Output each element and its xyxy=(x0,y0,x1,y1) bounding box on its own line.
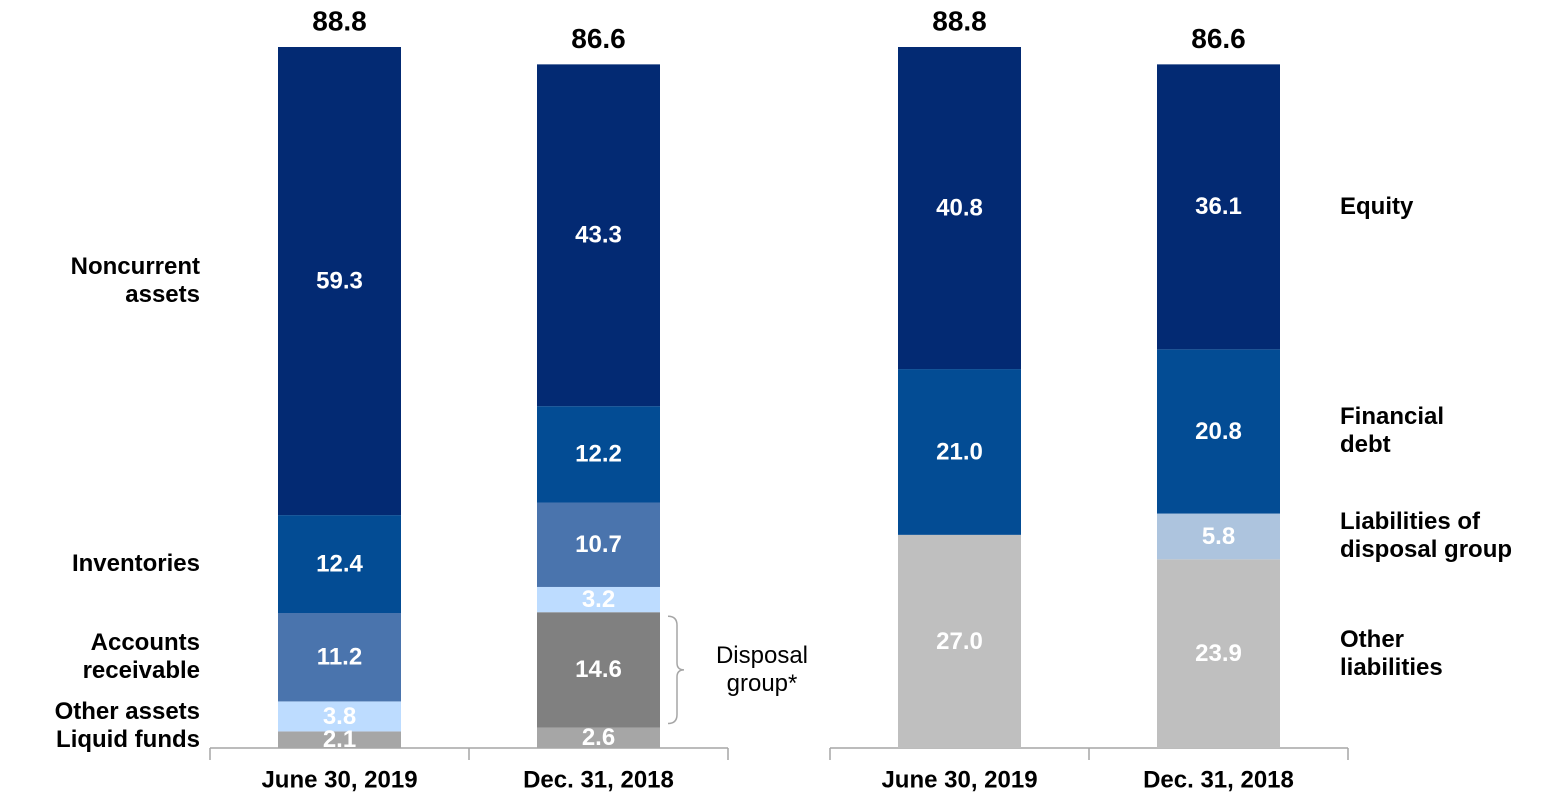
bar-segment xyxy=(537,612,660,728)
legend-label: Inventories xyxy=(71,550,200,578)
bar-segment xyxy=(1157,64,1280,350)
legend-label: Financial debt xyxy=(1340,403,1445,459)
value-label: 12.2 xyxy=(575,441,622,468)
value-label: 12.4 xyxy=(316,550,363,577)
bar-segment xyxy=(898,369,1021,535)
value-label: 3.8 xyxy=(323,703,356,730)
bar-segment xyxy=(537,64,660,407)
value-label: 36.1 xyxy=(1195,193,1242,220)
value-label: 5.8 xyxy=(1202,523,1235,550)
bar-segment xyxy=(537,502,660,587)
value-label: 2.6 xyxy=(582,724,615,751)
x-tick-label: Dec. 31, 2018 xyxy=(1143,766,1294,793)
total-label: 88.8 xyxy=(312,5,367,36)
value-label: 10.7 xyxy=(575,531,622,558)
value-label: 40.8 xyxy=(936,194,983,221)
bracket xyxy=(667,615,685,725)
legend-label: Other liabilities xyxy=(1340,625,1443,681)
value-label: 2.1 xyxy=(323,726,356,753)
bar-segment xyxy=(898,47,1021,370)
bar-segment xyxy=(537,727,660,748)
bar-segment xyxy=(1157,513,1280,560)
total-label: 86.6 xyxy=(571,23,626,54)
legend-label: Equity xyxy=(1340,192,1414,220)
bar-segment xyxy=(1157,559,1280,748)
legend-label: Liquid funds xyxy=(56,725,200,753)
value-label: 11.2 xyxy=(317,644,362,671)
bar-segment xyxy=(898,534,1021,748)
bar-segment xyxy=(278,47,401,516)
legend-label: Liabilities of disposal group xyxy=(1340,508,1513,564)
total-label: 88.8 xyxy=(932,5,987,36)
value-label: 27.0 xyxy=(936,628,983,655)
legend-label: Other assets xyxy=(54,697,200,725)
value-label: 3.2 xyxy=(582,586,615,613)
bar-segment xyxy=(537,586,660,613)
x-tick-label: Dec. 31, 2018 xyxy=(523,766,674,793)
bar-segment xyxy=(278,515,401,614)
legend-label: Accounts receivable xyxy=(82,629,200,685)
bar-segment xyxy=(537,406,660,503)
value-label: 23.9 xyxy=(1195,640,1242,667)
legend-label: Noncurrent assets xyxy=(70,253,200,309)
value-label: 21.0 xyxy=(936,438,983,465)
bar-segment xyxy=(1157,349,1280,514)
bar-segment xyxy=(278,701,401,732)
value-label: 14.6 xyxy=(575,656,622,683)
value-label: 59.3 xyxy=(316,267,363,294)
annotation: Disposal group* xyxy=(715,641,809,697)
bar-segment xyxy=(278,731,401,748)
x-tick-label: June 30, 2019 xyxy=(261,766,417,793)
total-label: 86.6 xyxy=(1191,23,1246,54)
value-label: 20.8 xyxy=(1195,418,1242,445)
value-label: 43.3 xyxy=(575,222,622,249)
x-tick-label: June 30, 2019 xyxy=(881,766,1037,793)
bar-segment xyxy=(278,613,401,702)
